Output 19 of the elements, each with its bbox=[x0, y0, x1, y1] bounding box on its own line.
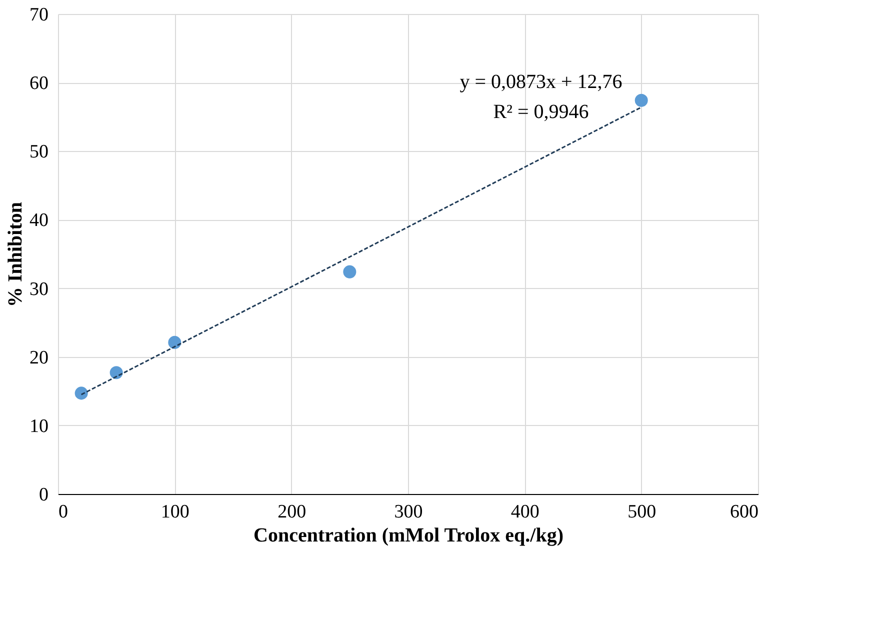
x-tick-label: 0 bbox=[58, 502, 68, 522]
y-tick-label: 0 bbox=[39, 484, 48, 506]
x-tick-label: 600 bbox=[730, 502, 758, 522]
y-tick-label: 60 bbox=[30, 73, 48, 94]
y-tick-label: 50 bbox=[30, 142, 48, 163]
y-tick-label: 10 bbox=[30, 416, 48, 437]
y-tick-label: 70 bbox=[30, 4, 48, 26]
x-tick-label: 300 bbox=[394, 502, 423, 522]
x-axis-title: Concentration (mMol Trolox eq./kg) bbox=[254, 524, 564, 546]
y-tick-label: 30 bbox=[30, 278, 48, 300]
y-tick-label: 20 bbox=[30, 347, 48, 368]
x-tick-label: 200 bbox=[278, 502, 306, 522]
x-tick-label: 400 bbox=[510, 502, 540, 522]
x-tick-label: 100 bbox=[160, 502, 190, 522]
y-axis-title: % Inhibiton bbox=[4, 202, 26, 308]
annotation: R² = 0,9946 bbox=[493, 101, 589, 123]
x-tick-label: 500 bbox=[628, 502, 656, 522]
annotation: y = 0,0873x + 12,76 bbox=[460, 71, 622, 93]
y-tick-label: 40 bbox=[30, 210, 48, 232]
